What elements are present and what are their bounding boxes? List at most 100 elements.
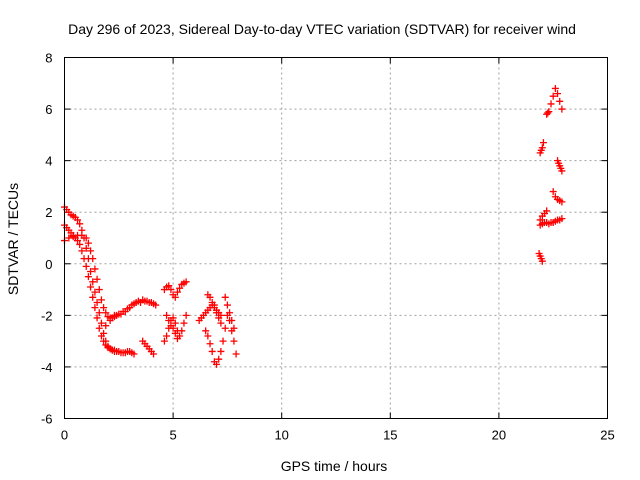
data-point: [87, 247, 95, 255]
series-track-k-hour7: [204, 291, 225, 319]
series-track-i-hour6: [195, 301, 225, 327]
y-tick-label: 8: [45, 51, 52, 66]
data-point: [95, 324, 103, 332]
data-point: [173, 288, 181, 296]
data-point: [91, 288, 99, 296]
data-point: [538, 144, 546, 152]
data-point: [82, 244, 90, 252]
series-track-n-hour22: [536, 215, 566, 229]
data-point: [169, 314, 177, 322]
data-point: [100, 337, 108, 345]
data-point: [215, 355, 223, 363]
data-point: [87, 268, 95, 276]
data-point: [219, 337, 227, 345]
series-track-p-hour22: [536, 207, 551, 224]
series-track-l-hour7: [221, 293, 238, 332]
data-point: [167, 286, 175, 294]
data-point: [545, 108, 553, 116]
data-point: [84, 273, 92, 281]
data-point: [76, 240, 84, 248]
data-point: [217, 319, 225, 327]
data-point: [89, 278, 97, 286]
series-track-o-hour22: [535, 249, 546, 265]
data-point: [549, 188, 557, 196]
series-track-s-hour22: [554, 157, 566, 175]
data-point: [130, 350, 138, 358]
data-points: [61, 84, 566, 368]
data-point: [204, 332, 212, 340]
data-point: [91, 265, 99, 273]
x-tick-label: 0: [61, 428, 68, 443]
data-point: [180, 319, 188, 327]
data-point: [232, 350, 240, 358]
data-point: [102, 309, 110, 317]
data-point: [171, 329, 179, 337]
data-point: [206, 340, 214, 348]
data-point: [76, 220, 84, 228]
data-point: [106, 317, 114, 325]
data-point: [115, 310, 123, 318]
y-tick-label: 4: [45, 154, 52, 169]
data-point: [202, 327, 210, 335]
data-point: [78, 247, 86, 255]
axis-ticks: [64, 57, 608, 419]
data-point: [78, 231, 86, 239]
series-track-b-decline: [61, 221, 138, 358]
data-point: [93, 314, 101, 322]
data-point: [74, 216, 82, 224]
y-tick-label: -4: [41, 360, 53, 375]
data-point: [221, 324, 229, 332]
data-point: [110, 311, 118, 319]
series-track-r-hour22: [547, 84, 566, 113]
data-point: [91, 304, 99, 312]
data-point: [226, 309, 234, 317]
data-point: [549, 92, 557, 100]
data-point: [171, 319, 179, 327]
data-point: [160, 337, 168, 345]
data-point: [97, 319, 105, 327]
data-point: [95, 309, 103, 317]
data-point: [558, 105, 566, 113]
data-point: [230, 324, 238, 332]
data-point: [163, 311, 171, 319]
data-point: [93, 298, 101, 306]
data-point: [93, 275, 101, 283]
data-point: [163, 332, 171, 340]
data-point: [551, 84, 559, 92]
series-track-m-hour22: [536, 139, 547, 157]
data-point: [544, 109, 552, 117]
data-point: [165, 282, 173, 290]
data-point: [95, 286, 103, 294]
data-point: [84, 239, 92, 247]
data-point: [217, 347, 225, 355]
y-tick-label: -6: [41, 412, 53, 427]
data-point: [206, 293, 214, 301]
y-axis-label: SDTVAR / TECUs: [5, 183, 21, 295]
data-point: [176, 284, 184, 292]
data-point: [182, 278, 190, 286]
x-tick-label: 5: [169, 428, 176, 443]
y-tick-label: 6: [45, 102, 52, 117]
x-tick-label: 15: [383, 428, 397, 443]
data-point: [97, 332, 105, 340]
data-point: [558, 198, 566, 206]
chart-title: Day 296 of 2023, Sidereal Day-to-day VTE…: [68, 21, 576, 37]
x-tick-label: 10: [274, 428, 288, 443]
data-point: [82, 262, 90, 270]
data-point: [82, 234, 90, 242]
data-point: [210, 301, 218, 309]
data-point: [100, 304, 108, 312]
data-point: [223, 301, 231, 309]
grid-lines: [64, 57, 608, 419]
data-point: [536, 216, 544, 224]
y-tick-label: -2: [41, 308, 53, 323]
data-point: [137, 298, 145, 306]
data-point: [538, 257, 546, 265]
data-point: [150, 300, 158, 308]
x-axis-label: GPS time / hours: [281, 458, 388, 474]
data-point: [89, 293, 97, 301]
data-point: [87, 283, 95, 291]
series-track-c-decline: [61, 231, 160, 322]
